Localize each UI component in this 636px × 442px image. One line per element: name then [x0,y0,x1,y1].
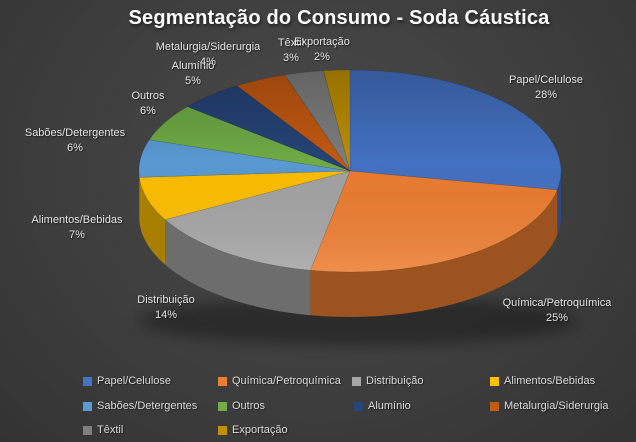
slice-label-name: Química/Petroquímica [502,297,612,309]
legend-label: Distribuição [366,375,424,387]
slice-label-qu-mica-petroqu-mica: Química/Petroquímica 25% [503,296,612,326]
legend-item-t-xtil: Têxtil [83,424,123,437]
legend-swatch-icon [83,377,92,386]
slice-label-t-xtil: Têxtil 3% [278,36,304,66]
legend-swatch-icon [490,377,499,386]
legend-label: Alimentos/Bebidas [504,375,596,387]
legend-swatch-icon [83,402,92,411]
slice-label-name: Metalurgia/Siderurgia [155,41,261,53]
slice-label-papel-celulose: Papel/Celulose 28% [509,73,583,103]
slice-label-percent: 6% [140,105,156,117]
legend-swatch-icon [490,402,499,411]
slice-label-percent: 5% [185,75,201,87]
legend-item-qu-mica-petroqu-mica: Química/Petroquímica [218,375,341,388]
legend-item-metalurgia-siderurgia: Metalurgia/Siderurgia [490,400,609,413]
legend-label: Têxtil [97,424,124,436]
slice-label-name: Têxtil [277,37,305,49]
slice-label-percent: 4% [200,56,216,68]
legend-swatch-icon [218,426,227,435]
legend-item-sab-es-detergentes: Sabões/Detergentes [83,400,197,413]
legend-item-papel-celulose: Papel/Celulose [83,375,171,388]
legend-label: Outros [232,400,266,412]
slice-label-percent: 2% [314,51,330,63]
legend-item-exporta-o: Exportação [218,424,288,437]
pie-side-qu-mica-petroqu-mica [310,189,558,317]
slice-label-metalurgia-siderurgia: Metalurgia/Siderurgia 4% [156,40,261,70]
legend-label: Alumínio [368,400,411,412]
slice-label-name: Alimentos/Bebidas [31,214,123,226]
slice-label-name: Papel/Celulose [509,74,583,86]
legend-swatch-icon [352,377,361,386]
slice-label-name: Sabões/Detergentes [24,127,126,139]
legend-label: Exportação [232,424,288,436]
slice-label-alimentos-bebidas: Alimentos/Bebidas 7% [31,213,122,243]
slice-label-exporta-o: Exportação 2% [294,35,350,65]
slice-label-name: Alumínio [171,60,215,72]
slice-label-alum-nio: Alumínio 5% [172,59,215,89]
legend-swatch-icon [354,402,363,411]
slice-label-percent: 25% [545,312,569,324]
legend-swatch-icon [83,426,92,435]
legend-swatch-icon [218,402,227,411]
legend-item-alimentos-bebidas: Alimentos/Bebidas [490,375,595,388]
legend-label: Metalurgia/Siderurgia [504,400,609,412]
slice-label-distribui-o: Distribuição 14% [137,293,194,323]
legend-label: Papel/Celulose [97,375,171,387]
legend-item-distribui-o: Distribuição [352,375,423,388]
chart-title: Segmentação do Consumo - Soda Cáustica [128,7,550,29]
slice-label-percent: 3% [283,52,299,64]
slice-label-percent: 28% [534,89,558,101]
legend-item-alum-nio: Alumínio [354,400,411,413]
slice-label-percent: 14% [154,309,178,321]
slice-label-name: Outros [131,90,165,102]
slice-label-name: Exportação [294,36,350,48]
legend-label: Química/Petroquímica [232,375,341,387]
slice-label-percent: 6% [67,142,83,154]
slice-label-sab-es-detergentes: Sabões/Detergentes 6% [25,126,125,156]
legend-label: Sabões/Detergentes [97,400,198,412]
pie-drop-shadow [139,297,577,345]
slice-label-outros: Outros 6% [131,89,164,119]
legend-swatch-icon [218,377,227,386]
slice-label-name: Distribuição [137,294,195,306]
slice-label-percent: 7% [69,229,85,241]
legend-item-outros: Outros [218,400,265,413]
